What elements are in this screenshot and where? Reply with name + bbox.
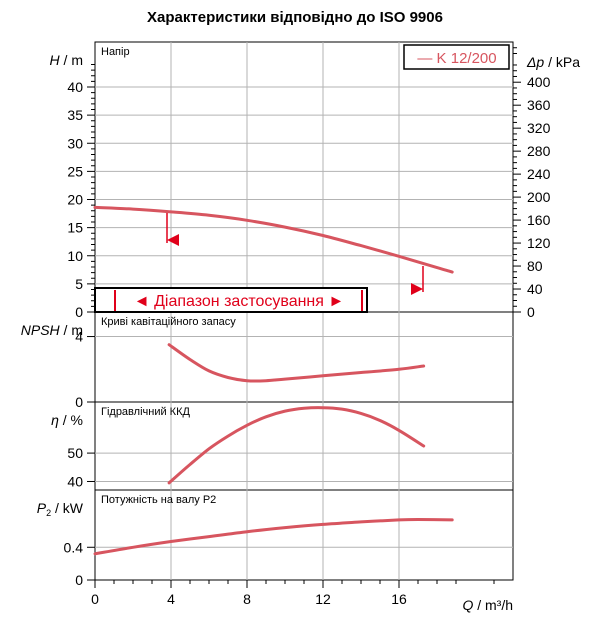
ytick-label-2-40: 40 <box>67 473 83 489</box>
ytick-right-label-320: 320 <box>527 120 551 136</box>
legend-box <box>403 44 510 70</box>
operating-range: ◄ Діапазон застосування ► <box>94 287 368 313</box>
secondary-axis-label: Δp / kPa <box>526 54 580 70</box>
y-axis-label-0: H / m <box>50 52 83 68</box>
y-axis-label-1: NPSH / m <box>21 322 83 338</box>
y-axis-unit-1: / m <box>60 322 83 338</box>
ytick-label-0-0: 0 <box>75 304 83 320</box>
curve-0 <box>93 205 454 274</box>
ytick-label-0-5: 5 <box>75 276 83 292</box>
panel-label-3: Потужність на валу P2 <box>101 494 216 506</box>
ytick-label-3-0.4: 0.4 <box>64 539 84 555</box>
axis-ticks: 0510152025303540040801201602002402803203… <box>64 47 551 607</box>
y-axis-unit-3: / kW <box>51 500 84 516</box>
curve-1 <box>167 343 426 383</box>
xtick-label-12: 12 <box>315 591 331 607</box>
ytick-right-label-120: 120 <box>527 235 551 251</box>
xtick-label-8: 8 <box>243 591 251 607</box>
ytick-label-0-40: 40 <box>67 79 83 95</box>
ytick-right-label-360: 360 <box>527 97 551 113</box>
ytick-right-label-160: 160 <box>527 212 551 228</box>
y-axis-var-2: η <box>51 412 59 428</box>
ytick-label-1-4: 4 <box>75 329 83 345</box>
y-axis-label-3: P2 / kW <box>37 500 84 518</box>
ytick-right-label-0: 0 <box>527 304 535 320</box>
chart-title: Характеристики відповідно до ISO 9906 <box>147 9 443 26</box>
ytick-label-0-15: 15 <box>67 220 83 236</box>
ytick-label-3-0: 0 <box>75 572 83 588</box>
ytick-right-label-200: 200 <box>527 189 551 205</box>
y-axis-var-0: H <box>50 52 61 68</box>
y-axis-sub-3: 2 <box>46 508 51 518</box>
ytick-right-label-80: 80 <box>527 258 543 274</box>
ytick-label-0-35: 35 <box>67 107 83 123</box>
y-axis-var-1: NPSH <box>21 322 61 338</box>
y-axis-label-2: η / % <box>51 412 83 428</box>
xtick-label-16: 16 <box>391 591 407 607</box>
ytick-label-0-20: 20 <box>67 192 83 208</box>
ytick-right-label-280: 280 <box>527 143 551 159</box>
operating-point-markers <box>166 213 424 295</box>
operating-range-box <box>94 287 368 313</box>
panel-label-2: Гідравлічний ККД <box>101 406 190 418</box>
curves <box>93 205 454 556</box>
x-axis-label: Q / m³/h <box>462 597 513 613</box>
ytick-label-2-50: 50 <box>67 445 83 461</box>
xtick-label-0: 0 <box>91 591 99 607</box>
panel-label-1: Криві кавітаційного запасу <box>101 316 236 328</box>
min-flow-marker-arrow <box>167 234 179 246</box>
ytick-right-label-240: 240 <box>527 166 551 182</box>
curve-2 <box>167 406 426 485</box>
y-axis-unit-2: / % <box>59 412 83 428</box>
ytick-right-label-400: 400 <box>527 74 551 90</box>
y-axis-var-3: P <box>37 500 47 516</box>
panel-label-0: Напір <box>101 46 130 58</box>
y-axis-unit-0: / m <box>60 52 83 68</box>
panel-labels: Напір Криві кавітаційного запасу Гідравліч… <box>101 46 236 506</box>
grid-lines <box>95 42 513 580</box>
ytick-label-1-0: 0 <box>75 394 83 410</box>
operating-range-label: ◄ Діапазон застосування ► <box>134 293 344 310</box>
ytick-label-0-30: 30 <box>67 135 83 151</box>
max-flow-marker-arrow <box>411 283 423 295</box>
x-axis-unit: / m³/h <box>473 597 513 613</box>
ytick-label-0-25: 25 <box>67 163 83 179</box>
ytick-right-label-40: 40 <box>527 281 543 297</box>
xtick-label-4: 4 <box>167 591 175 607</box>
ytick-label-0-10: 10 <box>67 248 83 264</box>
secondary-axis-var: Δp <box>526 54 544 70</box>
legend: — K 12/200 <box>403 44 510 70</box>
legend-entry: — K 12/200 <box>417 50 496 67</box>
x-axis-var: Q <box>462 597 473 613</box>
secondary-axis-unit: / kPa <box>544 54 580 70</box>
curve-3 <box>93 517 454 556</box>
